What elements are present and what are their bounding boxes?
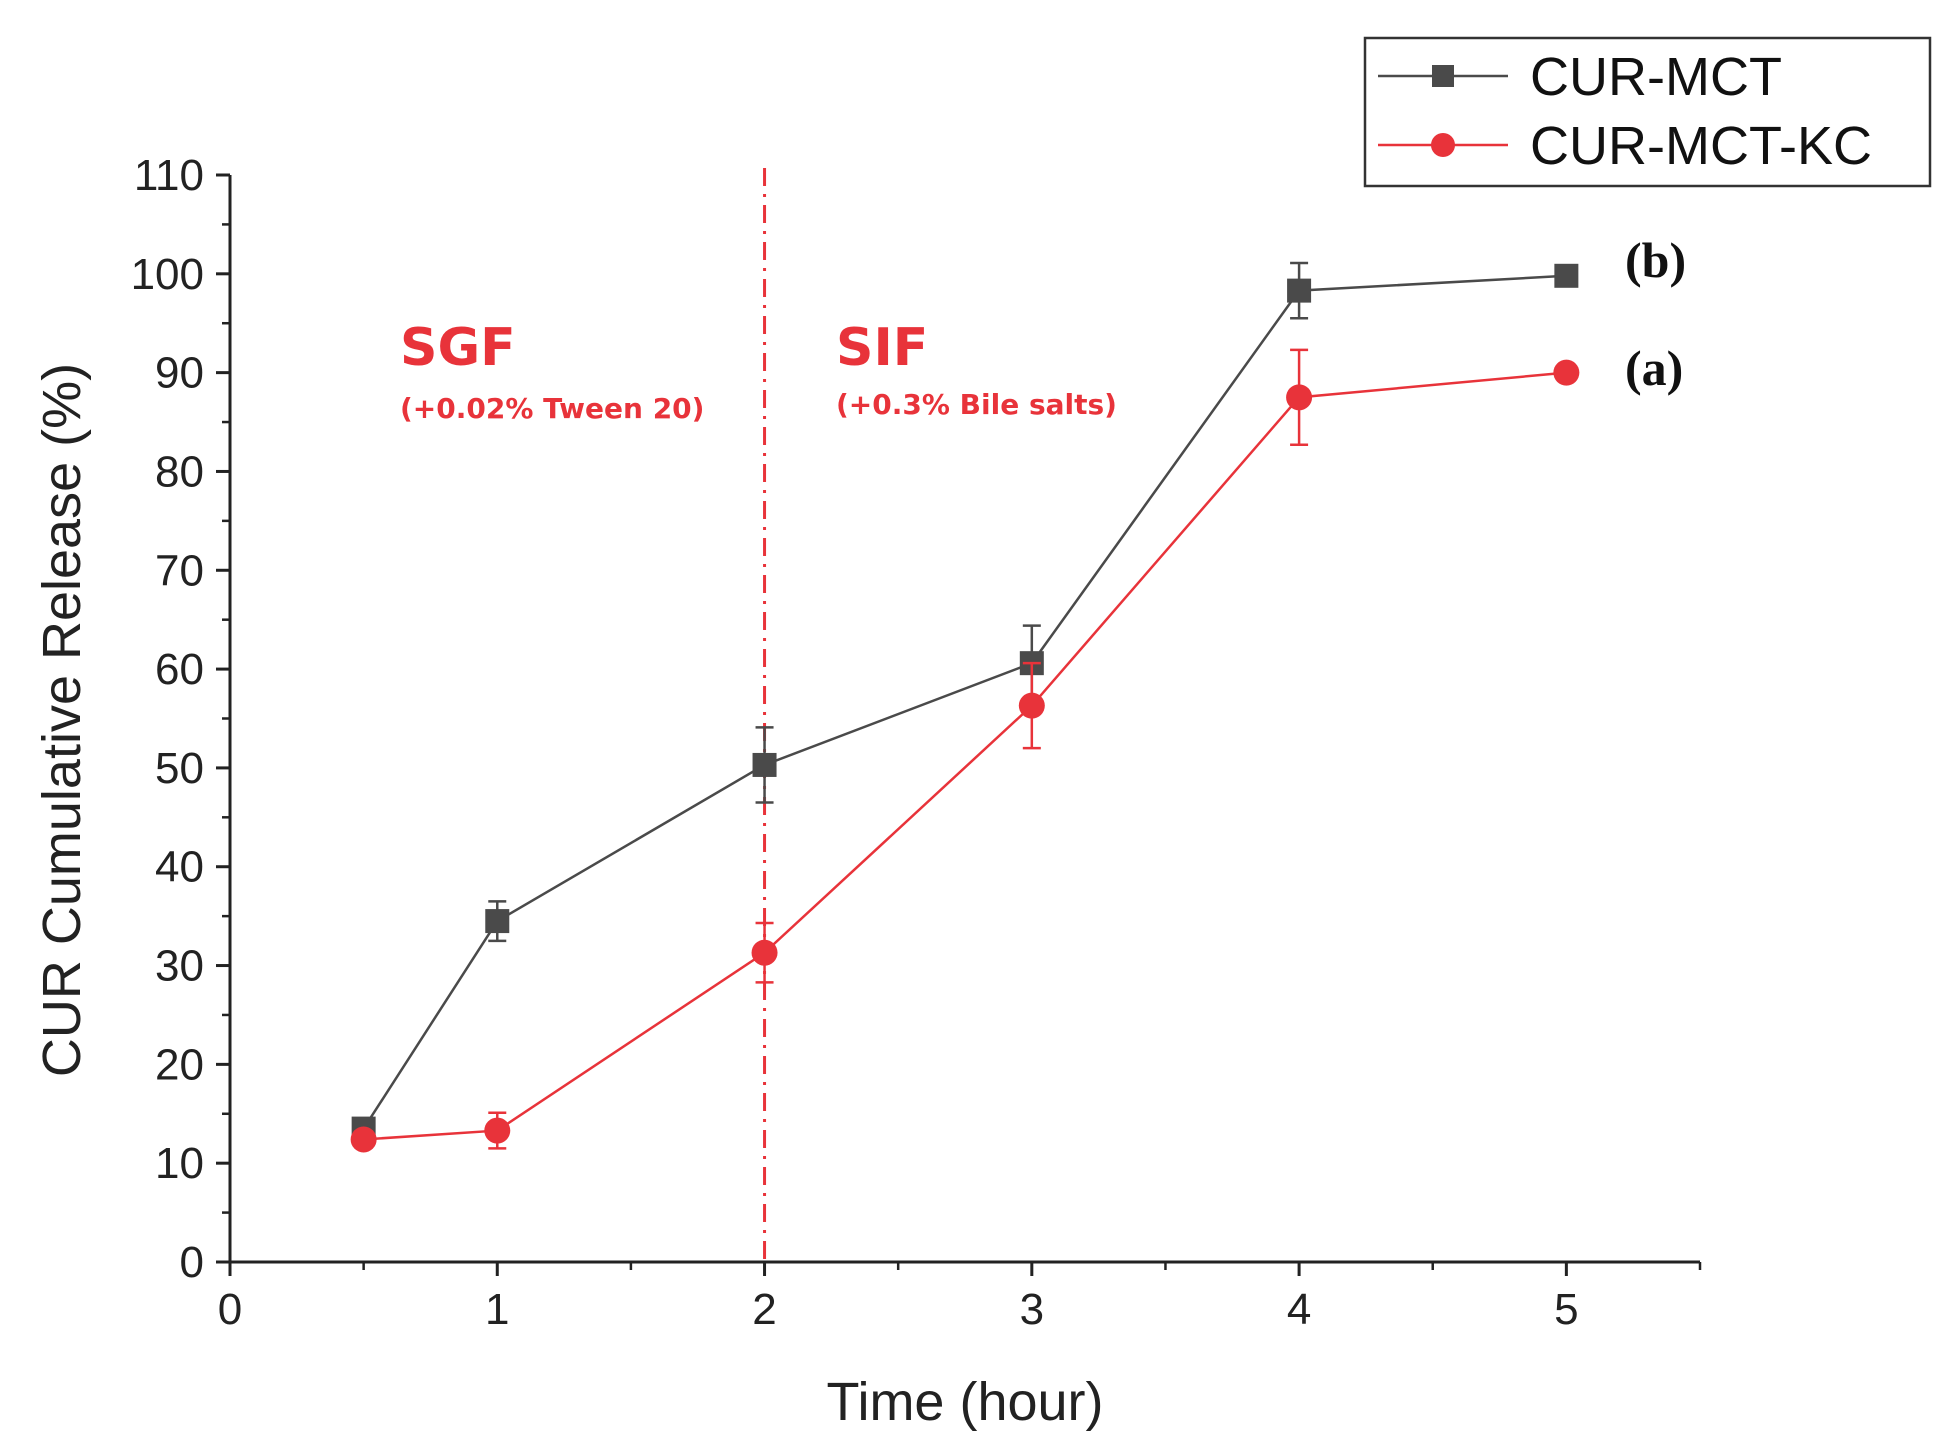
series-cur-mct-kc	[350, 348, 1580, 1153]
x-tick-label: 4	[1287, 1285, 1311, 1334]
y-tick-label: 20	[155, 1040, 204, 1089]
series-line-cur-mct-kc	[363, 371, 1567, 1141]
region-sif-title: SIF	[836, 318, 928, 378]
series-layer	[350, 261, 1580, 1153]
series-label-a: (a)	[1625, 340, 1683, 396]
x-tick-label: 1	[485, 1285, 509, 1334]
y-tick-label: 90	[155, 349, 204, 398]
legend-entry-cur-mct-kc: CUR-MCT-KC	[1530, 116, 1872, 176]
y-tick-label: 70	[155, 546, 204, 595]
series-label-b: (b)	[1625, 232, 1686, 288]
data-point	[752, 752, 777, 777]
legend: CUR-MCT CUR-MCT-KC	[1363, 36, 1932, 188]
data-point	[751, 939, 778, 966]
data-point	[1554, 263, 1579, 288]
data-point	[485, 909, 510, 934]
data-point	[1018, 692, 1045, 719]
y-tick-label: 110	[134, 151, 204, 200]
region-sgf-title: SGF	[400, 318, 516, 378]
y-tick-label: 30	[155, 942, 204, 991]
data-point	[350, 1126, 377, 1153]
legend-frame	[1363, 36, 1932, 188]
x-axis-title: Time (hour)	[826, 1372, 1103, 1432]
y-tick-label: 40	[155, 843, 204, 892]
data-point	[484, 1117, 511, 1144]
x-tick-label: 0	[218, 1285, 242, 1334]
legend-marker-cur-mct	[1432, 65, 1454, 87]
region-sgf-subtitle: (+0.02% Tween 20)	[400, 392, 704, 425]
x-tick-label: 2	[752, 1285, 776, 1334]
y-tick-label: 80	[155, 447, 204, 496]
y-tick-label: 50	[155, 744, 204, 793]
data-point	[1287, 278, 1312, 303]
x-tick-label: 3	[1020, 1285, 1044, 1334]
y-tick-label: 100	[131, 250, 204, 299]
series-line-cur-mct	[362, 274, 1567, 1130]
data-point	[1553, 359, 1580, 386]
legend-marker-cur-mct-kc	[1431, 133, 1455, 157]
y-tick-label: 0	[180, 1238, 204, 1287]
legend-entry-cur-mct: CUR-MCT	[1530, 47, 1782, 107]
region-sif-subtitle: (+0.3% Bile salts)	[836, 388, 1117, 421]
data-point	[1286, 384, 1313, 411]
y-axis-title: CUR Cumulative Release (%)	[32, 363, 92, 1077]
axes: 0 10 20 30 40 50 60 70 80 90 100 110 0 1 2 3 4 5	[131, 151, 1702, 1334]
y-tick-label: 60	[155, 645, 204, 694]
x-tick-label: 5	[1554, 1285, 1578, 1334]
y-tick-label: 10	[155, 1139, 204, 1188]
